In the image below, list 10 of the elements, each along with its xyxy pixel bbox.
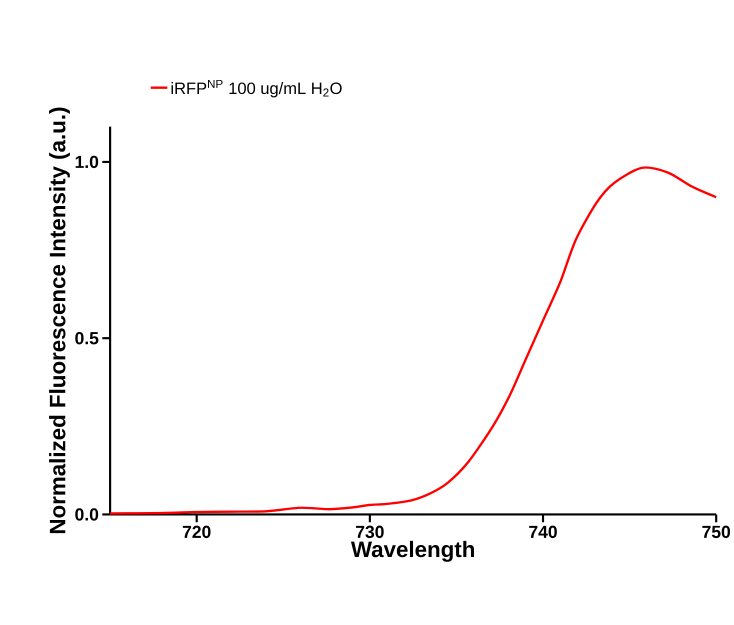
y-axis-title: Normalized Fluorescence Intensity (a.u.) [49, 108, 70, 534]
y-tick-label: 0.5 [75, 332, 98, 345]
x-tick-label: 730 [356, 526, 384, 538]
y-tick-label: 0.0 [75, 508, 98, 521]
x-tick-label: 720 [182, 526, 211, 538]
x-tick-label: 750 [702, 526, 730, 538]
y-tick-label: 1.0 [76, 156, 98, 168]
legend-label: iRFP$^{NP}$ 100 ug/mL H$_{2}$O [172, 80, 342, 98]
x-axis-title: Wavelength [350, 541, 474, 562]
x-tick-label: 740 [529, 526, 557, 538]
